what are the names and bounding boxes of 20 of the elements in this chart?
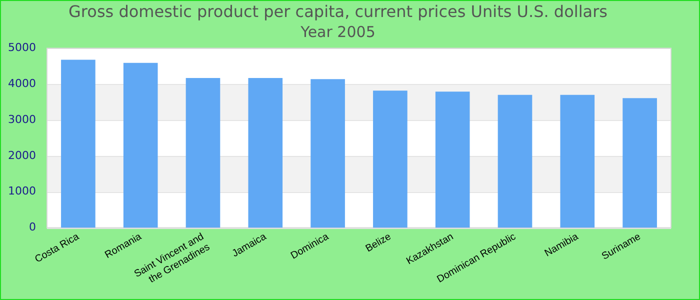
bar [622, 98, 657, 228]
bar [186, 78, 220, 228]
bar [310, 79, 345, 228]
y-tick-label: 4000 [8, 76, 36, 90]
chart-subtitle: Year 2005 [300, 23, 376, 42]
bar [560, 94, 595, 228]
y-tick-label: 5000 [8, 41, 36, 54]
bar [435, 92, 470, 228]
bar [248, 78, 283, 228]
bar [373, 90, 408, 228]
y-tick-label: 1000 [8, 184, 36, 198]
y-tick-label: 0 [28, 220, 36, 234]
bar [61, 60, 96, 228]
y-tick-label: 2000 [8, 148, 36, 162]
x-tick-label: Costa Rica [33, 231, 82, 266]
bar [498, 94, 532, 228]
x-tick-label: Belize [364, 231, 394, 255]
y-tick-label: 3000 [8, 112, 36, 126]
chart-title: Gross domestic product per capita, current prices Units U.S. dollars [68, 2, 608, 21]
bar [123, 62, 158, 228]
